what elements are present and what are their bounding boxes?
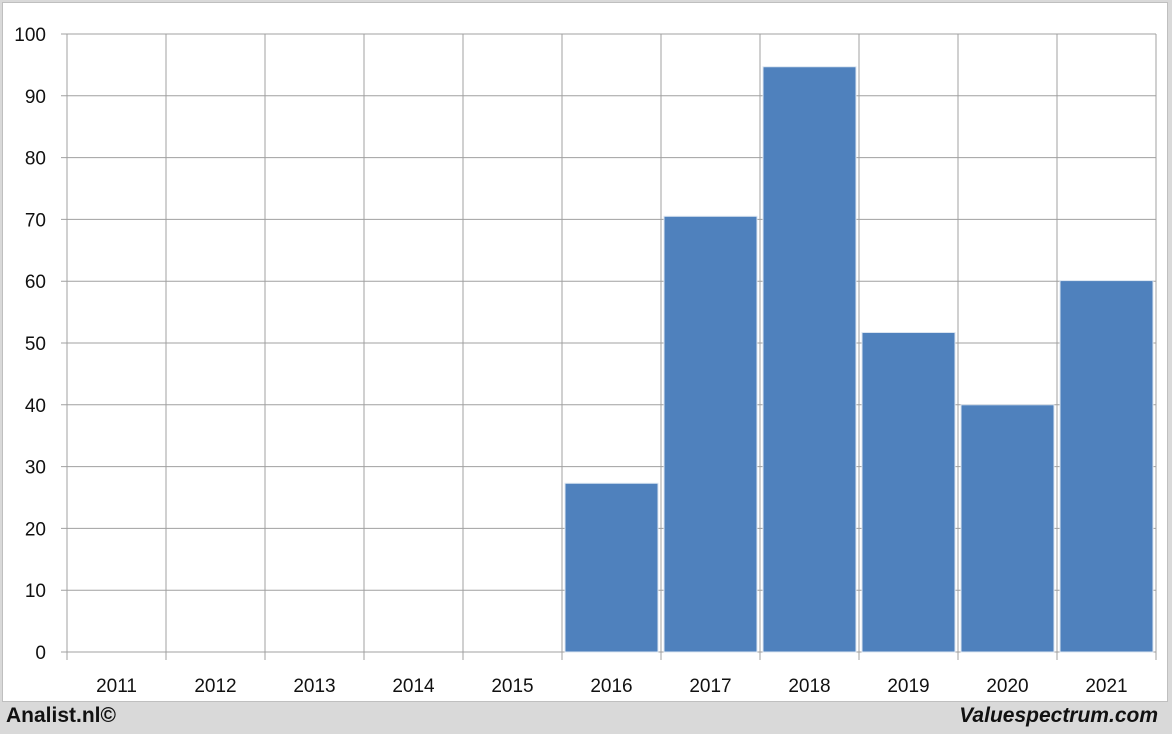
x-tick-label: 2012 — [194, 676, 236, 697]
y-tick-label: 60 — [25, 272, 46, 293]
x-tick-label: 2020 — [986, 676, 1028, 697]
y-tick-label: 20 — [25, 519, 46, 540]
x-tick-label: 2017 — [689, 676, 731, 697]
y-tick-label: 50 — [25, 334, 46, 355]
footer-brand-left: Analist.nl© — [6, 704, 116, 727]
x-tick-label: 2011 — [96, 676, 137, 697]
x-tick-label: 2013 — [293, 676, 335, 697]
bar-2020 — [960, 404, 1055, 653]
bar-2019 — [861, 331, 956, 653]
x-tick-label: 2014 — [392, 676, 435, 697]
y-tick-label: 30 — [25, 458, 46, 479]
y-tick-label: 90 — [25, 87, 46, 108]
bar-2018 — [762, 66, 857, 653]
bar-2016 — [564, 482, 659, 653]
x-tick-label: 2021 — [1085, 676, 1127, 697]
y-tick-label: 40 — [25, 396, 46, 417]
bar-2017 — [663, 215, 758, 653]
x-tick-label: 2016 — [590, 676, 632, 697]
footer-brand-right: Valuespectrum.com — [959, 704, 1158, 727]
y-tick-label: 0 — [35, 643, 46, 664]
x-tick-label: 2015 — [491, 676, 533, 697]
y-tick-label: 80 — [25, 149, 46, 170]
y-tick-label: 10 — [25, 581, 46, 602]
y-tick-label: 70 — [25, 210, 46, 231]
y-tick-label: 100 — [14, 25, 46, 46]
bar-2021 — [1059, 280, 1154, 653]
x-tick-label: 2018 — [788, 676, 830, 697]
x-tick-label: 2019 — [887, 676, 929, 697]
